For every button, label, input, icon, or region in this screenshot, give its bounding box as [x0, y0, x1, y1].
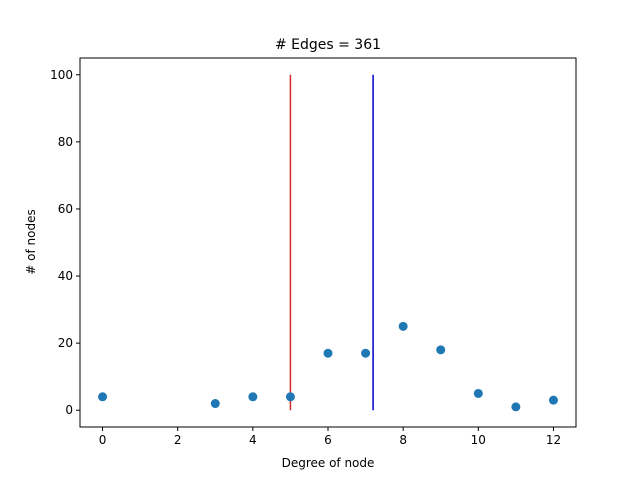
x-tick-label: 10 — [471, 433, 486, 447]
y-axis-label: # of nodes — [24, 209, 38, 274]
data-point-2 — [248, 392, 258, 402]
data-point-4 — [323, 348, 333, 358]
data-point-7 — [436, 345, 446, 355]
data-point-9 — [511, 402, 521, 412]
x-tick-label: 0 — [99, 433, 107, 447]
axes-frame — [79, 57, 577, 428]
chart-title: # Edges = 361 — [275, 37, 381, 53]
x-axis-label: Degree of node — [282, 456, 375, 470]
data-point-8 — [473, 388, 483, 398]
x-tick-label: 4 — [249, 433, 257, 447]
data-point-5 — [361, 348, 371, 358]
y-tick-label: 20 — [58, 336, 73, 350]
y-tick-label: 60 — [58, 202, 73, 216]
data-point-3 — [285, 392, 295, 402]
y-tick-label: 40 — [58, 269, 73, 283]
x-tick-label: 12 — [546, 433, 561, 447]
y-tick-label: 100 — [50, 68, 73, 82]
data-point-1 — [210, 399, 220, 409]
y-tick-label: 80 — [58, 135, 73, 149]
x-axis: 0 2 4 6 8 10 12 — [99, 427, 561, 447]
y-tick-label: 0 — [65, 403, 73, 417]
x-tick-label: 8 — [399, 433, 407, 447]
x-tick-label: 2 — [174, 433, 182, 447]
data-point-10 — [548, 395, 558, 405]
data-point-6 — [398, 321, 408, 331]
plot-area — [98, 74, 558, 412]
y-axis: 0 20 40 60 80 100 — [50, 68, 80, 417]
x-tick-label: 6 — [324, 433, 332, 447]
data-point-0 — [98, 392, 108, 402]
